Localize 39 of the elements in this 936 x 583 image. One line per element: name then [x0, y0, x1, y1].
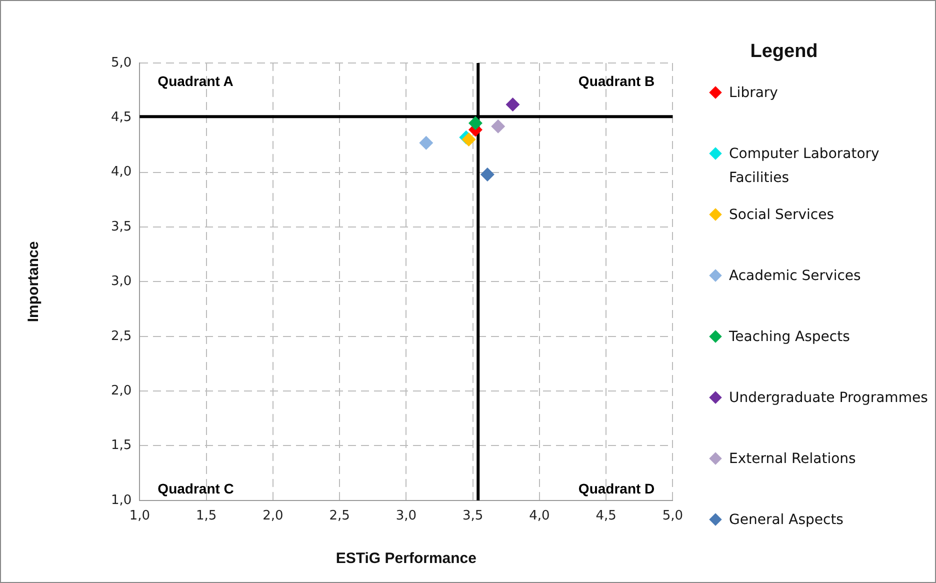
legend-label: Computer Laboratory Facilities — [729, 145, 880, 188]
annotation: Quadrant D — [578, 480, 655, 496]
legend-label: External Relations — [729, 450, 856, 469]
x-tick-label: 4,0 — [529, 508, 550, 524]
point — [419, 136, 434, 150]
legend-label: General Aspects — [729, 511, 844, 530]
annotation: Quadrant A — [158, 72, 234, 89]
point — [468, 116, 482, 130]
point — [506, 98, 520, 112]
y-tick-label: 1,0 — [110, 492, 132, 508]
legend-label: Social Services — [729, 206, 834, 225]
x-tick-label: 3,5 — [462, 508, 484, 524]
x-axis-title: ESTiG Performance — [336, 550, 476, 568]
legend-label: Undergraduate Programmes — [729, 389, 928, 408]
point — [462, 132, 476, 147]
y-tick-label: 5,0 — [110, 55, 132, 70]
annotation: Quadrant C — [158, 480, 234, 496]
x-tick-label: 2,0 — [262, 508, 284, 524]
x-tick-label: 3,0 — [396, 508, 417, 524]
legend-label: Academic Services — [729, 267, 861, 286]
legend-label: Library — [729, 84, 778, 103]
x-tick-label: 4,5 — [596, 508, 616, 524]
y-axis-title: Importance — [25, 241, 42, 322]
annotation: Quadrant B — [578, 72, 655, 89]
y-tick-label: 1,5 — [110, 438, 132, 454]
y-tick-label: 2,5 — [110, 328, 132, 344]
y-tick-label: 2,0 — [110, 383, 132, 398]
x-tick-label: 1,5 — [196, 508, 217, 524]
legend-title: Legend — [749, 41, 819, 63]
point — [480, 168, 494, 182]
y-tick-label: 4,0 — [110, 164, 132, 180]
y-tick-label: 3,5 — [110, 219, 132, 234]
y-tick-label: 4,5 — [110, 110, 132, 126]
y-tick-label: 3,0 — [110, 274, 132, 290]
x-tick-label: 2,5 — [329, 508, 350, 524]
legend-label: Teaching Aspects — [729, 328, 850, 347]
x-tick-label: 1,0 — [129, 508, 150, 524]
point — [491, 119, 506, 134]
x-tick-label: 5,0 — [662, 508, 684, 524]
